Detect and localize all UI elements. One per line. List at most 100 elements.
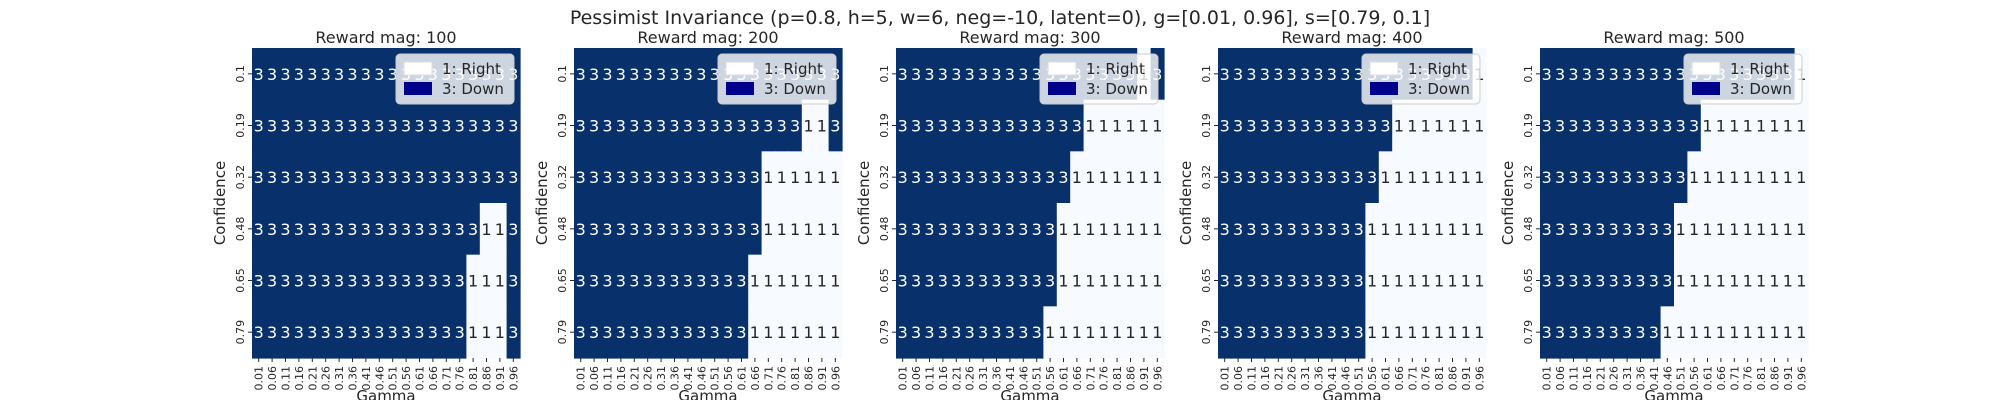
cell-value-label: 3 [1032, 117, 1042, 136]
heatmap-cell [252, 151, 266, 204]
heatmap-cell [359, 203, 374, 256]
heatmap-cell [1781, 151, 1796, 204]
cell-value-label: 1 [1085, 220, 1095, 239]
heatmap-cell [1714, 254, 1729, 307]
cell-value-label: 3 [1045, 117, 1055, 136]
cell-value-label: 3 [1005, 323, 1015, 342]
heatmap-cell [989, 306, 1004, 359]
cell-value-label: 3 [1233, 117, 1243, 136]
cell-value-label: 3 [616, 220, 626, 239]
cell-value-label: 1 [1716, 168, 1726, 187]
heatmap-cell [761, 254, 776, 307]
cell-value-label: 1 [1125, 220, 1135, 239]
cell-value-label: 3 [1058, 117, 1068, 136]
heatmap-cell [1633, 306, 1648, 359]
heatmap-cell [359, 48, 374, 101]
heatmap-cell [600, 203, 615, 256]
cell-value-label: 1 [1099, 168, 1109, 187]
heatmap-cell [1714, 99, 1729, 152]
cell-value-label: 1 [1380, 323, 1390, 342]
heatmap-cell [305, 48, 320, 101]
cell-value-label: 1 [1474, 168, 1484, 187]
cell-value-label: 3 [1568, 117, 1578, 136]
heatmap-cell [1083, 254, 1098, 307]
cell-value-label: 1 [1099, 117, 1109, 136]
cell-value-label: 1 [1058, 220, 1068, 239]
cell-value-label: 3 [683, 272, 693, 291]
x-tick-label: 0.31 [977, 366, 990, 391]
y-tick-label: 0.48 [556, 217, 569, 242]
cell-value-label: 3 [656, 323, 666, 342]
cell-value-label: 3 [334, 220, 344, 239]
heatmap-cell [1580, 306, 1595, 359]
y-tick-label: 0.19 [234, 113, 247, 138]
heatmap-cell [332, 151, 347, 204]
heatmap-cell [1794, 203, 1809, 256]
heatmap-cell [1365, 151, 1380, 204]
cell-value-label: 3 [643, 65, 653, 84]
cell-value-label: 1 [763, 168, 773, 187]
cell-value-label: 3 [991, 323, 1001, 342]
heatmap-cell [1338, 254, 1353, 307]
cell-value-label: 3 [1273, 65, 1283, 84]
heatmap-cell [426, 203, 441, 256]
heatmap-cell [1150, 151, 1165, 204]
x-tick-label: 0.36 [347, 366, 360, 391]
cell-value-label: 1 [1058, 272, 1068, 291]
heatmap-cell [1472, 203, 1487, 256]
heatmap-cell [1593, 99, 1608, 152]
cell-value-label: 3 [388, 323, 398, 342]
y-tick-label: 0.65 [234, 268, 247, 293]
heatmap-cell [1754, 99, 1769, 152]
heatmap-cell [278, 203, 293, 256]
cell-value-label: 1 [1139, 220, 1149, 239]
heatmap-cell [345, 306, 360, 359]
heatmap-cell [1244, 48, 1259, 101]
cell-value-label: 3 [750, 168, 760, 187]
cell-value-label: 3 [321, 272, 331, 291]
heatmap-cell [1218, 151, 1232, 204]
legend-swatch [726, 82, 754, 95]
heatmap-cell [775, 203, 789, 256]
cell-value-label: 1 [1394, 220, 1404, 239]
heatmap-cell [1647, 203, 1662, 256]
x-tick-label: 0.56 [1366, 366, 1379, 391]
cell-value-label: 3 [1300, 272, 1310, 291]
cell-value-label: 3 [414, 220, 424, 239]
cell-value-label: 3 [576, 117, 586, 136]
heatmap-cell [801, 151, 816, 204]
heatmap-cell [1607, 151, 1621, 204]
x-tick-label: 0.11 [1568, 366, 1581, 391]
y-tick-label: 0.79 [556, 320, 569, 345]
cell-value-label: 1 [1474, 272, 1484, 291]
heatmap-cell [305, 203, 320, 256]
heatmap-cell [1311, 306, 1326, 359]
legend-swatch [403, 61, 433, 76]
heatmap-cell [667, 254, 682, 307]
cell-value-label: 3 [1018, 117, 1028, 136]
heatmap-cell [1043, 306, 1058, 359]
cell-value-label: 3 [254, 117, 264, 136]
cell-value-label: 3 [468, 168, 478, 187]
heatmap-cell [1660, 203, 1675, 256]
heatmap-cell [1056, 203, 1071, 256]
cell-value-label: 3 [1005, 65, 1015, 84]
heatmap-cell [1070, 99, 1085, 152]
heatmap-cell [493, 254, 508, 307]
y-tick-label: 0.79 [234, 320, 247, 345]
subplot-title: Reward mag: 300 [959, 28, 1100, 47]
heatmap-cell [949, 203, 964, 256]
cell-value-label: 1 [1716, 117, 1726, 136]
heatmap-cell [694, 254, 709, 307]
cell-value-label: 3 [669, 65, 679, 84]
cell-value-label: 3 [1568, 323, 1578, 342]
cell-value-label: 3 [267, 117, 277, 136]
cell-value-label: 1 [1058, 323, 1068, 342]
cell-value-label: 3 [1220, 168, 1230, 187]
x-axis-label: Gamma [678, 387, 737, 400]
heatmap-cell [1003, 203, 1018, 256]
heatmap-cell [1298, 151, 1313, 204]
cell-value-label: 3 [1273, 117, 1283, 136]
heatmap-cell [641, 254, 655, 307]
cell-value-label: 3 [254, 220, 264, 239]
